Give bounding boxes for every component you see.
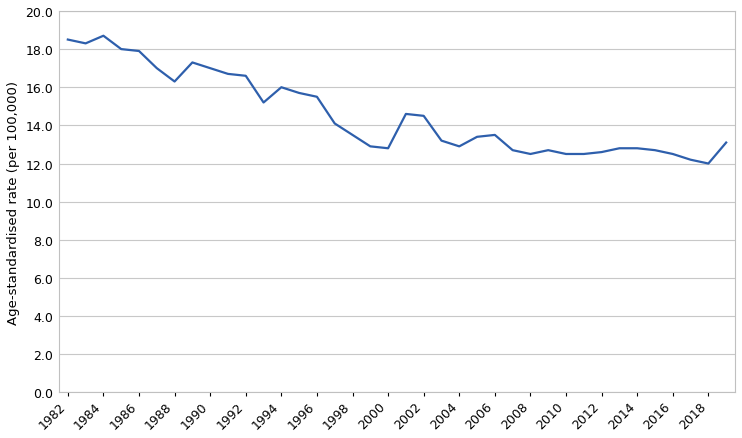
Y-axis label: Age-standardised rate (per 100,000): Age-standardised rate (per 100,000)	[7, 81, 20, 324]
